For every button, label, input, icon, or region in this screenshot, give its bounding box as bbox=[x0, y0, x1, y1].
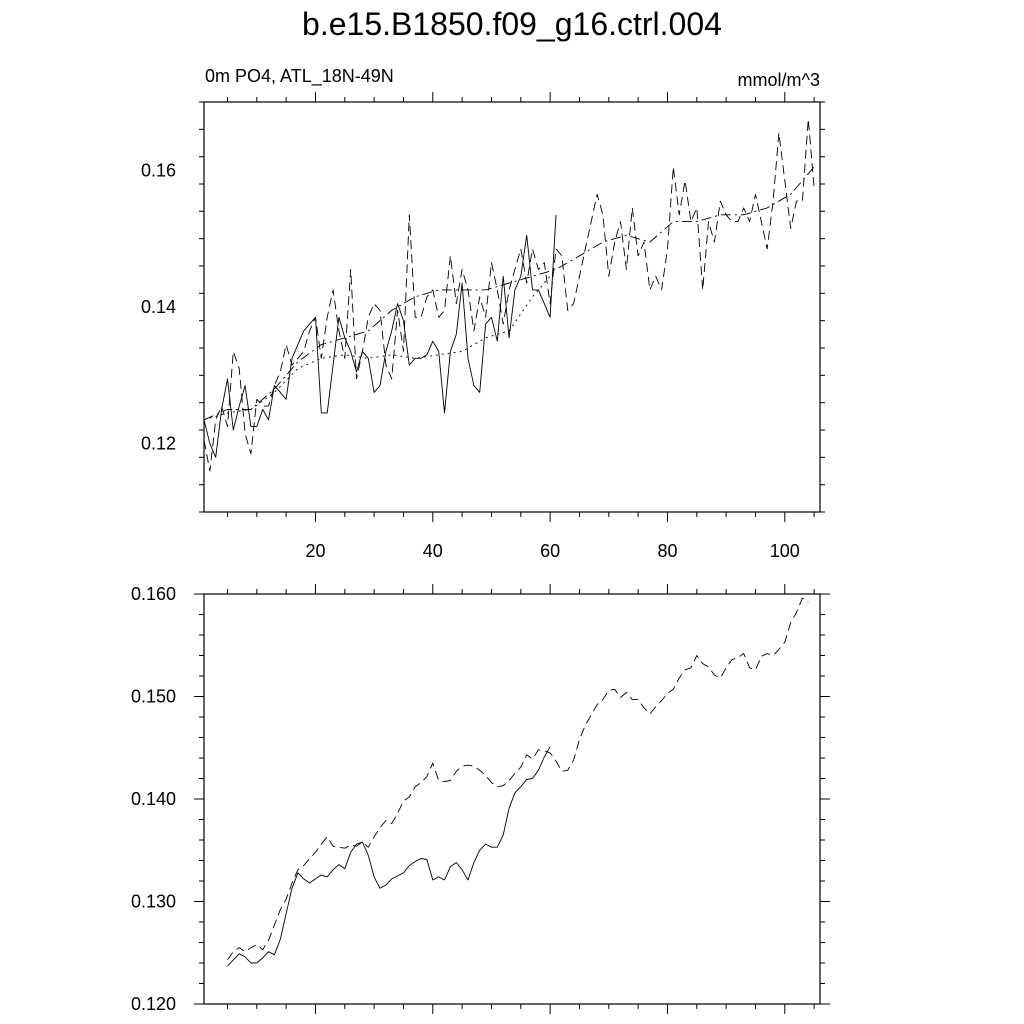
series-line-dash-dot bbox=[203, 166, 815, 421]
series-line-solid bbox=[227, 746, 551, 967]
y-tick-label: 0.130 bbox=[131, 892, 176, 912]
x-tick-label: 80 bbox=[657, 541, 677, 561]
plot-frame bbox=[203, 593, 821, 1005]
y-tick-label: 0.160 bbox=[131, 584, 176, 604]
panel-right-label: mmol/m^3 bbox=[737, 70, 820, 90]
y-tick-label: 0.140 bbox=[131, 789, 176, 809]
series-line-dashed bbox=[227, 597, 809, 961]
x-tick-label: 40 bbox=[423, 541, 443, 561]
y-tick-label: 0.150 bbox=[131, 687, 176, 707]
plot-frame bbox=[203, 101, 821, 513]
x-tick-label: 100 bbox=[770, 541, 800, 561]
y-tick-label: 0.120 bbox=[131, 994, 176, 1014]
x-tick-label: 60 bbox=[540, 541, 560, 561]
panel-left-label: 0m PO4, ATL_18N-49N bbox=[205, 66, 394, 86]
y-tick-label: 0.12 bbox=[141, 434, 176, 454]
bottom-panel: 0.120 0.130 0.140 0.150 0.160 bbox=[131, 584, 830, 1014]
figure-title: b.e15.B1850.f09_g16.ctrl.004 bbox=[302, 6, 722, 42]
series-line-dotted bbox=[203, 269, 557, 421]
y-tick-label: 0.16 bbox=[141, 160, 176, 180]
series-line-dashed bbox=[203, 118, 815, 472]
top-panel: 20 40 60 80 100 0.12 0.14 0.16 bbox=[141, 92, 825, 561]
x-tick-label: 20 bbox=[305, 541, 325, 561]
y-tick-label: 0.14 bbox=[141, 297, 176, 317]
series-line-solid bbox=[203, 214, 557, 458]
